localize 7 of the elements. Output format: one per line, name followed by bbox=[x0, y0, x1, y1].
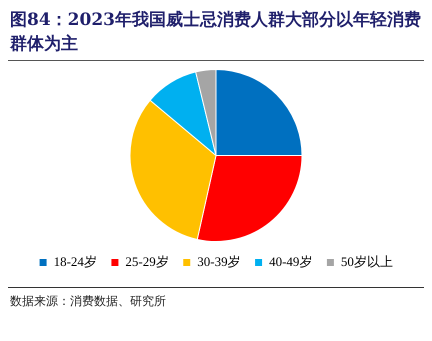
source-note: 数据来源：消费数据、研究所 bbox=[9, 293, 167, 310]
chart-title: 图84：2023年我国威士忌消费人群大部分以年轻消费群体为主 bbox=[8, 9, 422, 56]
legend-label: 18-24岁 bbox=[54, 254, 97, 269]
legend-label: 50岁以上 bbox=[340, 254, 393, 269]
legend-label: 30-39岁 bbox=[197, 254, 241, 269]
legend-label: 25-29岁 bbox=[125, 254, 169, 269]
legend-label: 40-49岁 bbox=[269, 254, 312, 269]
